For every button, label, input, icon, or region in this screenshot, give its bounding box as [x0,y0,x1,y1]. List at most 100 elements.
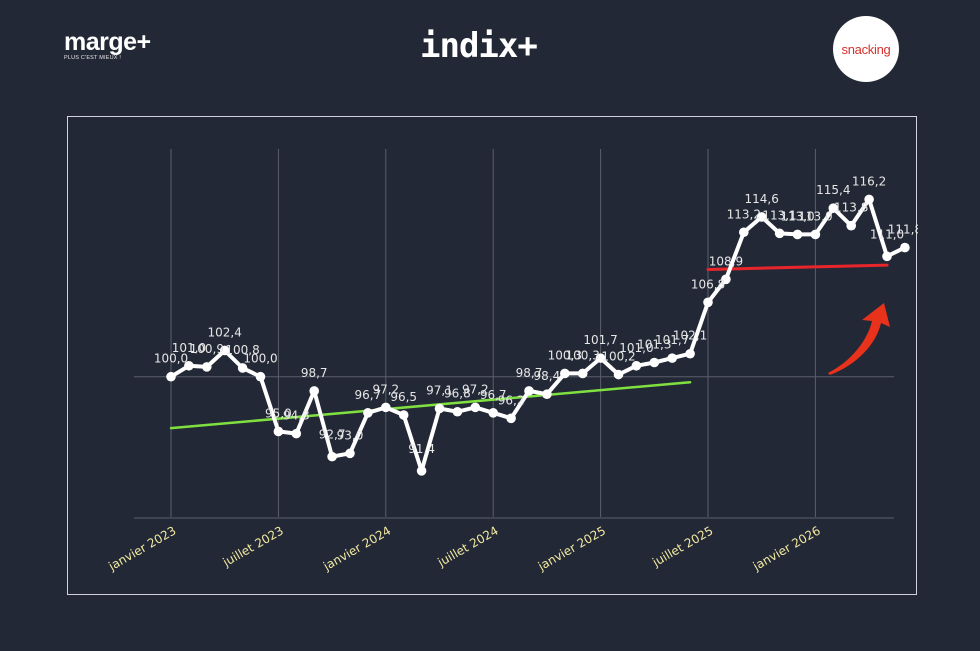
data-point-5 [255,371,266,382]
data-label-39: 116,2 [852,174,886,188]
data-label-7: 94,8 [283,409,310,423]
data-label-4: 100,8 [225,343,259,357]
data-label-20: 98,7 [516,366,543,380]
data-point-2 [202,362,212,372]
data-label-15: 97,1 [426,383,453,397]
data-point-40 [882,251,892,262]
data-point-26 [631,360,642,371]
data-label-18: 96,7 [480,388,507,402]
marge-logo: marge+ PLUS C'EST MIEUX ! [64,28,151,62]
data-label-22: 100,3 [548,348,582,362]
data-point-28 [667,353,677,363]
data-label-14: 91,4 [408,442,435,456]
data-label-27: 101,3 [637,337,671,351]
trend-line-green [169,380,692,430]
data-point-32 [739,227,749,238]
data-label-3: 102,4 [208,325,242,339]
data-point-36 [810,229,821,240]
data-point-20 [524,386,534,396]
data-point-17 [470,402,481,413]
data-point-23 [577,368,588,379]
data-label-32: 113,2 [727,207,761,221]
data-point-27 [649,357,660,368]
trend-line-red [706,263,889,271]
data-label-38: 113,8 [834,201,868,215]
data-point-37 [828,203,839,213]
marge-logo-word: marge+ [64,28,151,56]
data-point-19 [506,413,516,424]
data-point-33 [756,212,767,222]
data-points [166,194,910,476]
data-label-24: 101,7 [583,333,617,347]
data-point-8 [309,386,319,396]
data-point-6 [273,426,284,437]
data-point-39 [864,194,874,205]
data-point-11 [363,408,373,418]
data-label-29: 102,1 [673,329,707,343]
data-label-30: 106,8 [691,277,725,291]
data-point-3 [219,345,230,356]
data-label-28: 101,7 [655,333,689,347]
data-point-9 [327,451,337,462]
data-point-25 [613,369,624,380]
data-label-33: 114,6 [745,192,779,206]
data-point-35 [792,229,803,240]
data-label-35: 113,0 [780,209,814,223]
x-tick-label-4: janvier 2025 [535,523,608,573]
data-label-1: 101,0 [172,341,206,355]
data-label-11: 96,7 [355,388,382,402]
marge-logo-tagline: PLUS C'EST MIEUX ! [64,55,122,61]
data-label-21: 98,4 [534,369,561,383]
x-tick-label-2: janvier 2024 [320,523,393,573]
data-label-25: 100,2 [601,350,635,364]
data-point-24 [595,353,606,363]
data-point-12 [381,402,391,413]
data-point-1 [184,360,194,371]
x-tick-label-6: janvier 2026 [750,523,823,573]
data-labels: 100,0101,0100,9102,4100,8100,095,094,898… [154,174,918,455]
data-label-40: 111,0 [870,227,904,241]
data-point-10 [345,448,355,459]
data-point-7 [291,428,302,439]
data-point-4 [237,363,248,373]
line-chart: 100,0101,0100,9102,4100,8100,095,094,898… [105,149,918,574]
x-tick-label-5: juillet 2025 [649,523,715,569]
data-point-21 [542,389,552,400]
data-label-41: 111,8 [888,223,918,237]
data-label-37: 115,4 [816,183,850,197]
grid-lines [170,149,816,517]
data-label-0: 100,0 [154,352,188,366]
data-label-31: 108,9 [709,254,743,268]
data-label-5: 100,0 [243,352,277,366]
data-label-23: 100,3 [566,348,600,362]
x-tick-labels: janvier 2023 juillet 2023 janvier 2024 juil… [105,523,823,573]
snacking-logo-word: snacking [841,41,891,57]
data-label-8: 98,7 [301,366,328,380]
data-point-30 [703,297,713,308]
data-label-10: 93,0 [337,428,364,442]
snacking-logo: snacking [833,16,899,82]
data-point-38 [846,220,856,231]
data-point-0 [166,371,176,382]
data-label-19: 96,2 [498,393,525,407]
data-point-22 [560,368,570,379]
red-up-arrow-icon [828,303,890,375]
data-label-17: 97,2 [462,382,489,396]
indix-logo: indix+ [420,26,538,66]
data-label-34: 113,1 [762,208,796,222]
data-label-9: 92,7 [319,428,346,442]
data-point-34 [774,228,785,239]
data-label-26: 101,0 [619,341,653,355]
data-point-29 [685,348,695,359]
data-point-13 [398,410,409,420]
annotation [828,303,890,375]
data-label-13: 96,5 [390,390,417,404]
x-tick-label-0: janvier 2023 [105,523,178,573]
data-label-12: 97,2 [372,382,399,396]
data-label-16: 96,8 [444,387,471,401]
chart-frame: 100,0 101,0 100,9 102,4 100,8 100,0 95,0 94,8 98… [67,116,918,595]
data-point-18 [488,408,499,418]
x-tick-label-3: juillet 2024 [434,523,500,569]
data-point-41 [900,242,910,253]
trend-lines [169,263,889,430]
